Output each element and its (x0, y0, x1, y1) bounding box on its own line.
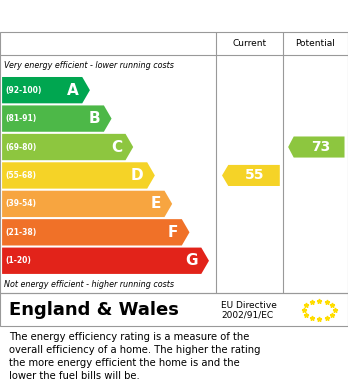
Text: (69-80): (69-80) (5, 143, 37, 152)
Polygon shape (2, 191, 172, 217)
Text: England & Wales: England & Wales (9, 301, 179, 319)
Text: B: B (89, 111, 101, 126)
Text: 73: 73 (311, 140, 330, 154)
Text: D: D (131, 168, 144, 183)
Text: Energy Efficiency Rating: Energy Efficiency Rating (9, 9, 230, 23)
Text: F: F (168, 225, 178, 240)
Polygon shape (2, 77, 90, 103)
Text: Very energy efficient - lower running costs: Very energy efficient - lower running co… (4, 61, 174, 70)
Text: Not energy efficient - higher running costs: Not energy efficient - higher running co… (4, 280, 174, 289)
Text: (21-38): (21-38) (5, 228, 37, 237)
Text: (81-91): (81-91) (5, 114, 37, 123)
Text: The energy efficiency rating is a measure of the
overall efficiency of a home. T: The energy efficiency rating is a measur… (9, 332, 260, 381)
Text: (92-100): (92-100) (5, 86, 42, 95)
Text: (1-20): (1-20) (5, 256, 31, 265)
Polygon shape (2, 219, 189, 246)
Text: (55-68): (55-68) (5, 171, 36, 180)
Text: G: G (185, 253, 198, 268)
Polygon shape (222, 165, 280, 186)
Text: Potential: Potential (295, 39, 335, 48)
Polygon shape (2, 162, 155, 188)
Text: 2002/91/EC: 2002/91/EC (221, 310, 273, 319)
Polygon shape (2, 134, 133, 160)
Text: (39-54): (39-54) (5, 199, 36, 208)
Text: EU Directive: EU Directive (221, 301, 277, 310)
Text: C: C (111, 140, 122, 154)
Polygon shape (2, 248, 209, 274)
Text: Current: Current (232, 39, 267, 48)
Text: E: E (151, 196, 161, 212)
Polygon shape (2, 106, 112, 132)
Text: A: A (67, 83, 79, 98)
Text: 55: 55 (245, 169, 264, 183)
Polygon shape (288, 136, 345, 158)
